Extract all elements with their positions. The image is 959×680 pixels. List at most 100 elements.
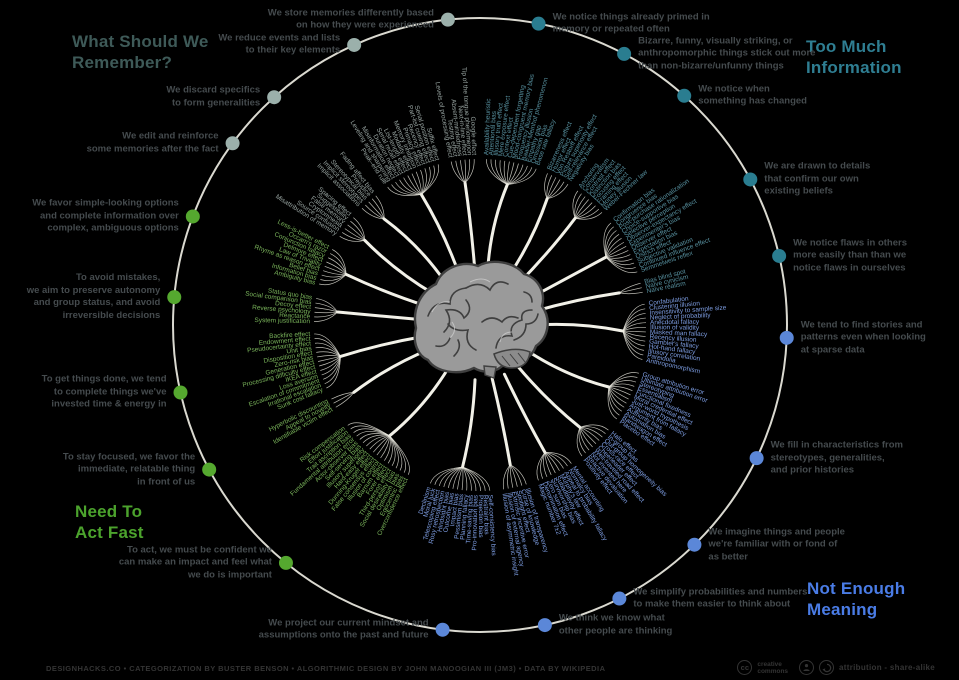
branch-trunk bbox=[526, 349, 611, 389]
category-dot bbox=[531, 16, 546, 31]
bias-name: Anecdotal fallacy bbox=[650, 319, 700, 327]
bias-name: Availability heuristic bbox=[483, 98, 492, 156]
branch-twig bbox=[509, 464, 518, 487]
branch-twig bbox=[502, 464, 511, 490]
branch-twig bbox=[608, 386, 631, 396]
branch-twig bbox=[323, 356, 341, 380]
category-dot bbox=[267, 90, 282, 105]
bias-name: Decoy effect bbox=[275, 300, 312, 311]
cluster-description-others-thinking: We think we know what other people are t… bbox=[558, 612, 673, 637]
branch-twig bbox=[544, 452, 552, 476]
branch-twig bbox=[507, 464, 511, 489]
quadrant-heading-not-enough-meaning: Not Enough Meaning bbox=[807, 579, 906, 619]
category-dot bbox=[617, 46, 632, 61]
branch-twig bbox=[509, 464, 523, 486]
cluster-description-bizarre-sticks-out: Bizarre, funny, visually striking, or an… bbox=[638, 35, 816, 72]
bias-name: Restraint bias bbox=[482, 495, 490, 536]
bias-name: Reactance bbox=[279, 312, 311, 321]
category-dot bbox=[537, 618, 552, 633]
category-dot bbox=[185, 209, 200, 224]
cluster-description-store-memories: We store memories differently based on h… bbox=[267, 7, 434, 31]
branch-trunk bbox=[352, 347, 432, 394]
branch-twig bbox=[622, 330, 645, 347]
branch-twig bbox=[622, 308, 646, 332]
branch-twig bbox=[411, 173, 422, 195]
branch-twig bbox=[380, 435, 390, 459]
branch-twig bbox=[619, 291, 643, 295]
branch-trunk bbox=[515, 364, 582, 429]
branch-twig bbox=[578, 427, 586, 454]
cluster-description-something-changed: We notice when something has changed bbox=[698, 83, 807, 107]
branch-twig bbox=[391, 184, 422, 196]
brain-cerebellum-folds bbox=[501, 352, 526, 367]
branch-twig bbox=[605, 256, 633, 262]
bias-name: Planning fallacy bbox=[459, 493, 470, 540]
branch-twig bbox=[622, 313, 646, 332]
cluster-description-stay-focused: To stay focused, we favor the immediate,… bbox=[62, 450, 196, 487]
branch-twig bbox=[314, 311, 338, 314]
bias-name: Illusion of validity bbox=[650, 324, 700, 332]
branch-twig bbox=[544, 452, 556, 474]
branch-twig bbox=[574, 196, 586, 219]
branch-twig bbox=[315, 347, 341, 357]
bias-name: Projection bias bbox=[477, 495, 484, 538]
branch-twig bbox=[320, 274, 347, 281]
branch-twig bbox=[462, 466, 468, 491]
branch-twig bbox=[544, 452, 564, 469]
category-dot bbox=[772, 248, 787, 263]
bias-name: Recency illusion bbox=[649, 334, 697, 344]
branch-twig bbox=[579, 427, 600, 441]
bias-name: Unit bias bbox=[286, 345, 313, 356]
branch-twig bbox=[452, 466, 463, 489]
branch-twig bbox=[507, 167, 533, 185]
branch-twig bbox=[622, 330, 643, 360]
branch-twig bbox=[324, 356, 341, 385]
branch-twig bbox=[605, 256, 638, 273]
branch-twig bbox=[619, 282, 641, 294]
creative-commons-label: creative commons bbox=[757, 660, 789, 675]
branch-twig bbox=[464, 159, 471, 183]
branch-twig bbox=[371, 198, 385, 219]
category-dot bbox=[440, 12, 455, 27]
branch-twig bbox=[546, 181, 565, 200]
branch-twig bbox=[314, 342, 341, 357]
bias-name: Google effect bbox=[469, 116, 477, 155]
branch-twig bbox=[495, 159, 508, 185]
bias-name: Backfire effect bbox=[269, 331, 311, 340]
branch-twig bbox=[464, 159, 475, 184]
bias-name: Gambler's fallacy bbox=[649, 338, 700, 350]
branch-twig bbox=[320, 356, 341, 371]
license-label: attribution - share-alike bbox=[839, 663, 935, 672]
bias-name: Clustering illusion bbox=[649, 300, 701, 312]
bias-name: System justification bbox=[254, 317, 310, 325]
branch-twig bbox=[540, 452, 546, 479]
branch-twig bbox=[543, 452, 548, 478]
branch-trunk bbox=[338, 334, 428, 358]
category-dot bbox=[173, 385, 188, 400]
branch-twig bbox=[507, 164, 524, 185]
branch-trunk bbox=[344, 272, 430, 309]
cluster-description-simplify-numbers: We simplify probabilities and numbers to… bbox=[633, 586, 808, 610]
branch-twig bbox=[369, 435, 390, 450]
branch-twig bbox=[455, 160, 466, 184]
bias-name: Neglect of probability bbox=[650, 312, 712, 322]
branch-twig bbox=[544, 173, 548, 199]
branch-twig bbox=[605, 256, 635, 266]
category-dot bbox=[687, 537, 702, 552]
branch-twig bbox=[574, 202, 593, 219]
bias-name: Endowment effect bbox=[259, 336, 312, 347]
branch-twig bbox=[339, 236, 365, 242]
brain-stem bbox=[483, 365, 497, 379]
cluster-description-project-mindset: We project our current mindset and assum… bbox=[258, 617, 429, 641]
branch-twig bbox=[579, 426, 603, 438]
category-dot bbox=[677, 88, 692, 103]
branch-twig bbox=[462, 466, 481, 492]
bias-name: Next-in-line effect bbox=[456, 105, 468, 156]
branch-twig bbox=[605, 254, 631, 259]
branch-twig bbox=[608, 376, 638, 388]
person-glyph bbox=[803, 664, 810, 671]
bias-name: Attentional bias bbox=[488, 110, 498, 156]
branch-twig bbox=[450, 161, 466, 184]
cluster-description-invested: To get things done, we tend to complete … bbox=[41, 373, 167, 410]
branch-twig bbox=[507, 168, 537, 185]
